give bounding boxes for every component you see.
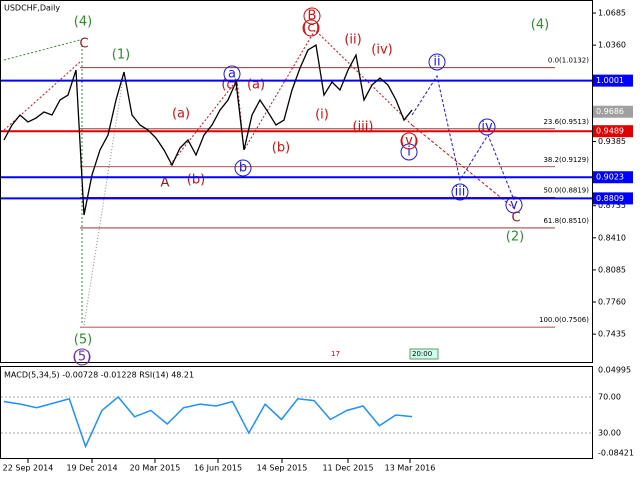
rsi-line (3, 395, 413, 449)
chart-title: USDCHF,Daily (4, 4, 60, 13)
level-box (593, 192, 633, 205)
wave-label: iii (455, 185, 466, 200)
y-tick-label: 0.8085 (598, 265, 626, 274)
level-box (593, 74, 633, 87)
wave-circle (302, 19, 320, 37)
level-box (593, 171, 633, 184)
x-tick-label: 20 Mar 2015 (130, 464, 181, 473)
wave-circle (451, 183, 469, 201)
wave-label: (iv) (371, 43, 392, 58)
level-box (593, 105, 633, 118)
level-box (593, 125, 633, 138)
wave-label: C (511, 211, 520, 226)
macd-label: -0.08421 (598, 449, 634, 458)
wave-guide (169, 29, 413, 166)
wave-label: (4) (531, 18, 549, 33)
wave-label: (v) (400, 134, 418, 149)
main-panel (0, 0, 593, 363)
wave-label: b (239, 161, 247, 176)
fib-label: 0.0(1.0132) (548, 57, 589, 65)
wave-label: C (79, 37, 88, 52)
wave-label: (b) (272, 141, 290, 156)
wave-label: (c) (302, 21, 319, 36)
y-tick-label: 0.7435 (598, 330, 626, 339)
fib-label: 38.2(0.9129) (543, 156, 589, 164)
y-tick-label: 1.0685 (598, 9, 626, 18)
wave-circle (400, 132, 418, 150)
wave-label: (i) (315, 108, 329, 123)
wave-circle (303, 7, 321, 25)
level-label: 0.9023 (596, 173, 624, 182)
wave-label: A (161, 176, 170, 191)
wave-label: (4) (74, 15, 92, 30)
wave-circle (400, 143, 418, 161)
marker: 20:00 (412, 350, 432, 358)
wave-circle (428, 53, 446, 71)
x-tick-label: 16 Jun 2015 (194, 464, 242, 473)
wave-label: (2) (506, 230, 524, 245)
wave-label: a (228, 67, 236, 82)
wave-label: (5) (74, 333, 92, 348)
level-label: 0.8809 (596, 194, 624, 203)
wave-circle (73, 348, 91, 366)
wave-guide (83, 71, 125, 326)
indicator-title: MACD(5,34,5) -0.00728 -0.01228 RSI(14) 4… (4, 371, 194, 380)
y-tick-label: 0.7760 (598, 298, 626, 307)
wave-circle (234, 159, 252, 177)
wave-label: v (510, 198, 518, 213)
x-tick-label: 11 Dec 2015 (322, 464, 373, 473)
projection (411, 124, 517, 211)
x-tick-label: 19 Dec 2014 (66, 464, 117, 473)
wave-circle (223, 65, 241, 83)
marker: 17 (331, 350, 340, 358)
macd-label: 0.04995 (598, 366, 631, 375)
fib-label: 23.6(0.9513) (543, 118, 589, 126)
rsi-tick-label: 30.00 (598, 428, 621, 437)
fib-label: 100.0(0.7506) (539, 316, 589, 324)
indicator-panel (0, 366, 593, 459)
wave-label: (ii) (344, 33, 361, 48)
wave-circle (478, 118, 496, 136)
level-label: 1.0001 (596, 76, 624, 85)
y-tick-label: 0.8735 (598, 201, 626, 210)
wave-label: (1) (112, 48, 130, 63)
y-tick-label: 0.9385 (598, 137, 626, 146)
wave-label: (iii) (353, 120, 374, 135)
wave-label: B (308, 9, 317, 24)
x-tick-label: 14 Sep 2015 (257, 464, 308, 473)
level-label: 0.9489 (596, 127, 624, 136)
wave-guide (3, 39, 81, 61)
x-tick-label: 13 Mar 2016 (385, 464, 436, 473)
wave-circle (505, 196, 523, 214)
price-line (3, 43, 413, 216)
wave-label: (a) (172, 107, 190, 122)
fib-label: 50.0(0.8819) (543, 186, 589, 194)
wave-label: iv (481, 120, 493, 135)
y-tick-label: 1.0360 (598, 41, 626, 50)
x-tick-label: 22 Sep 2014 (3, 464, 54, 473)
fib-label: 61.8(0.8510) (543, 217, 589, 225)
rsi-tick-label: 70.00 (598, 392, 621, 401)
wave-label: ii (433, 55, 440, 70)
y-tick-label: 0.8410 (598, 233, 626, 242)
marker-box (409, 348, 439, 360)
wave-label: i (407, 145, 411, 160)
projection (411, 74, 515, 201)
wave-label: (b) (187, 173, 205, 188)
wave-label: (5) (73, 350, 91, 365)
level-label: 0.9686 (596, 107, 624, 116)
